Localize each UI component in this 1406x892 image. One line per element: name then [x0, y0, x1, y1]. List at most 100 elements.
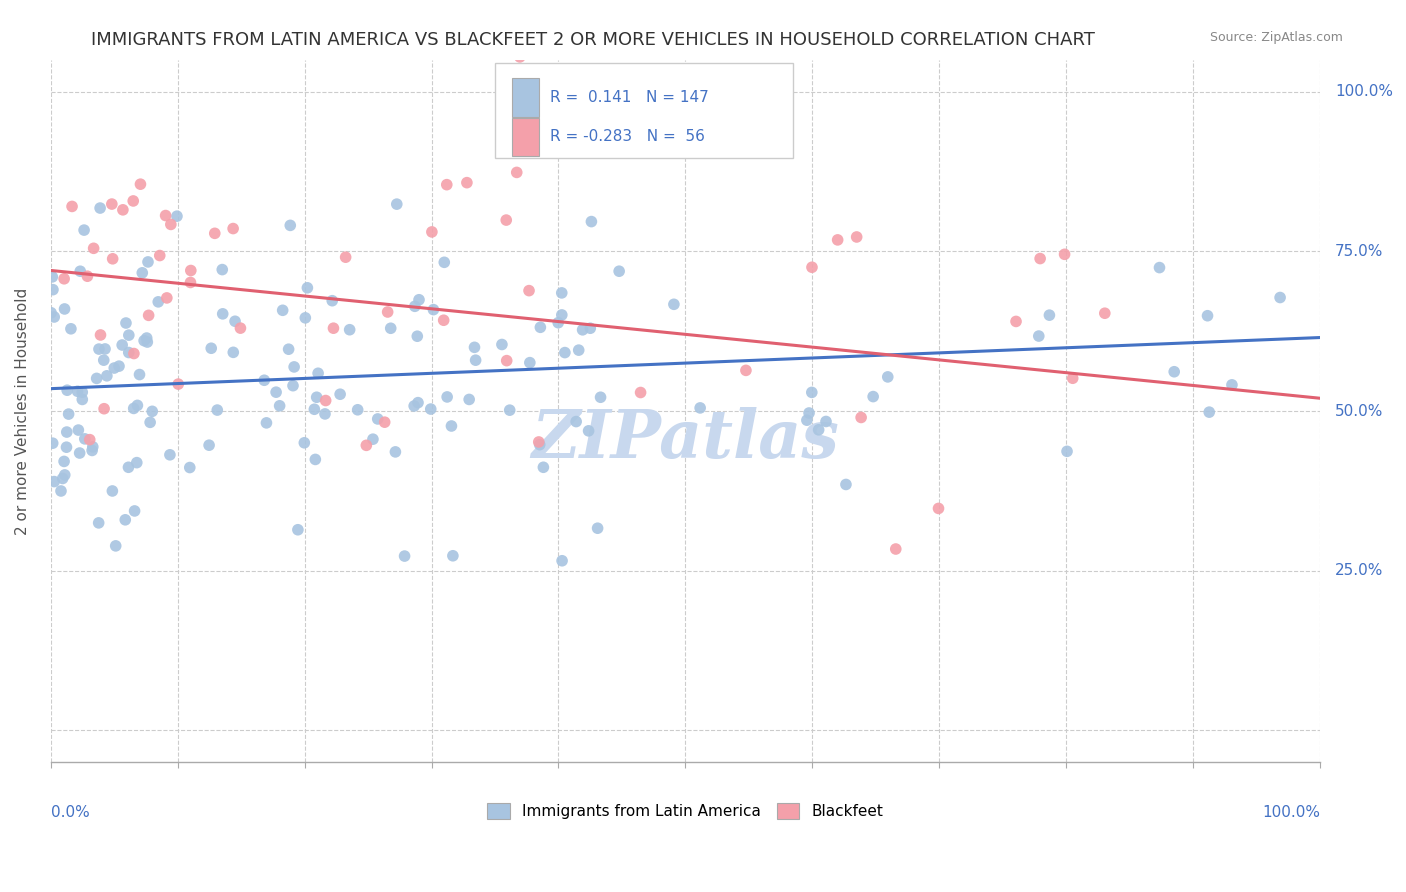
Point: [131, 266, 153, 280]
Point: [509, 50, 531, 64]
Point: [1028, 329, 1050, 343]
Point: [356, 438, 378, 452]
Point: [129, 177, 152, 191]
Point: [814, 415, 837, 429]
Point: [335, 250, 357, 264]
Point: [136, 255, 159, 269]
Point: [1268, 291, 1291, 305]
Point: [420, 225, 443, 239]
Point: [578, 424, 600, 438]
Point: [111, 202, 134, 217]
Point: [495, 353, 517, 368]
Point: [807, 423, 830, 437]
Point: [93, 353, 115, 368]
Point: [87, 342, 110, 356]
Text: 100.0%: 100.0%: [1263, 805, 1320, 820]
Point: [96, 368, 118, 383]
Point: [69, 264, 91, 278]
Point: [44, 475, 66, 489]
Point: [463, 340, 485, 354]
Point: [1094, 306, 1116, 320]
Point: [1053, 247, 1076, 261]
Point: [166, 209, 188, 223]
Point: [83, 241, 105, 255]
Point: [1149, 260, 1171, 275]
Point: [76, 269, 98, 284]
Point: [229, 321, 252, 335]
Point: [565, 415, 588, 429]
Point: [835, 477, 858, 491]
Point: [122, 346, 145, 360]
Point: [329, 387, 352, 401]
Point: [117, 460, 139, 475]
Point: [519, 356, 541, 370]
Point: [315, 393, 337, 408]
Point: [367, 412, 389, 426]
Point: [108, 45, 131, 60]
Point: [156, 291, 179, 305]
Point: [527, 434, 550, 449]
Point: [322, 321, 344, 335]
Point: [380, 321, 402, 335]
Point: [581, 214, 603, 228]
Point: [39, 306, 62, 320]
Point: [849, 410, 872, 425]
Point: [928, 501, 950, 516]
Point: [271, 303, 294, 318]
Point: [72, 385, 94, 400]
Point: [67, 423, 90, 437]
Point: [118, 345, 141, 359]
Point: [281, 378, 304, 392]
Point: [128, 368, 150, 382]
Text: 50.0%: 50.0%: [1336, 403, 1384, 418]
Point: [135, 331, 157, 345]
Point: [159, 448, 181, 462]
Point: [89, 328, 111, 343]
Point: [339, 323, 361, 337]
Point: [568, 343, 591, 358]
Point: [89, 201, 111, 215]
Point: [198, 438, 221, 452]
Point: [1038, 308, 1060, 322]
Point: [529, 438, 551, 452]
Point: [801, 260, 824, 275]
Point: [406, 395, 429, 409]
FancyBboxPatch shape: [512, 118, 540, 156]
Point: [433, 313, 456, 327]
Point: [579, 321, 602, 335]
Point: [86, 371, 108, 385]
Point: [551, 554, 574, 568]
Point: [148, 294, 170, 309]
Point: [179, 276, 201, 290]
Point: [59, 322, 82, 336]
Point: [132, 334, 155, 348]
Point: [1163, 365, 1185, 379]
Point: [458, 392, 481, 407]
Point: [114, 513, 136, 527]
Point: [287, 523, 309, 537]
Point: [520, 134, 543, 148]
Point: [1062, 371, 1084, 385]
Point: [297, 281, 319, 295]
Point: [491, 337, 513, 351]
Point: [44, 310, 66, 324]
Point: [800, 385, 823, 400]
Point: [304, 402, 326, 417]
Point: [735, 363, 758, 377]
Point: [394, 549, 416, 563]
Point: [662, 297, 685, 311]
Point: [384, 445, 406, 459]
Point: [222, 221, 245, 235]
Point: [307, 366, 329, 380]
Point: [1005, 314, 1028, 328]
Point: [66, 384, 89, 399]
Point: [314, 407, 336, 421]
Point: [278, 219, 301, 233]
Point: [122, 194, 145, 208]
Point: [571, 323, 593, 337]
Point: [361, 432, 384, 446]
Legend: Immigrants from Latin America, Blackfeet: Immigrants from Latin America, Blackfeet: [481, 797, 890, 825]
Point: [506, 165, 529, 179]
Point: [529, 320, 551, 334]
Text: 0.0%: 0.0%: [51, 805, 90, 820]
